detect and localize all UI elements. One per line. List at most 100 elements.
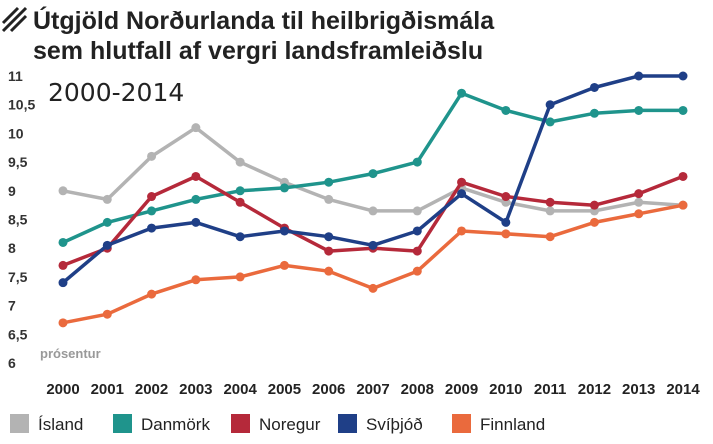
data-point [457, 226, 467, 236]
x-tick-label: 2009 [445, 381, 478, 398]
data-point [412, 206, 422, 216]
data-point [545, 206, 555, 216]
data-point [102, 217, 112, 227]
data-point [58, 260, 68, 270]
x-tick-label: 2012 [578, 381, 611, 398]
series-3 [58, 71, 688, 288]
x-tick-label: 2000 [46, 381, 79, 398]
data-point [589, 82, 599, 92]
series-layer [58, 71, 688, 328]
data-point [457, 189, 467, 199]
data-point [324, 232, 334, 242]
data-point [368, 240, 378, 250]
data-point [191, 171, 201, 181]
data-point [324, 194, 334, 204]
data-point [58, 186, 68, 196]
data-point [589, 217, 599, 227]
y-axis-label: prósentur [40, 346, 101, 361]
y-tick-label: 10,5 [8, 97, 35, 113]
data-point [102, 309, 112, 319]
data-point [545, 197, 555, 207]
data-point [324, 266, 334, 276]
data-point [457, 177, 467, 187]
data-point [235, 272, 245, 282]
data-point [279, 226, 289, 236]
data-point [324, 177, 334, 187]
data-point [634, 105, 644, 115]
data-point [147, 289, 157, 299]
data-point [589, 200, 599, 210]
data-point [501, 217, 511, 227]
data-point [589, 108, 599, 118]
y-tick-label: 11 [8, 68, 23, 84]
y-tick-label: 9,5 [8, 154, 28, 170]
legend-label: Ísland [38, 415, 83, 434]
data-point [235, 186, 245, 196]
legend-swatch [338, 414, 357, 433]
x-tick-label: 2008 [401, 381, 434, 398]
data-point [412, 226, 422, 236]
data-point [501, 229, 511, 239]
data-point [58, 278, 68, 288]
data-point [545, 232, 555, 242]
data-point [58, 237, 68, 247]
data-point [147, 206, 157, 216]
series-line [61, 91, 685, 245]
title-icon [1, 6, 28, 33]
x-tick-label: 2011 [534, 381, 567, 398]
data-point [368, 169, 378, 179]
data-point [102, 240, 112, 250]
x-tick-label: 2002 [135, 381, 168, 398]
legend-swatch [231, 414, 250, 433]
data-point [147, 151, 157, 161]
x-axis-ticks: 2000 2001 2002 2003 2004 2005 2006 2007 2008 2009… [46, 381, 700, 398]
chart-title-line2: sem hlutfall af vergri landsframleiðslu [33, 37, 483, 65]
legend-label: Finnland [480, 415, 545, 434]
series-4 [58, 200, 688, 328]
x-tick-label: 2001 [91, 381, 124, 398]
data-point [191, 217, 201, 227]
legend-label: Noregur [259, 415, 321, 434]
data-point [58, 318, 68, 328]
x-tick-label: 2003 [179, 381, 212, 398]
data-point [678, 71, 688, 81]
legend-swatch [10, 414, 29, 433]
data-point [678, 105, 688, 115]
data-point [191, 194, 201, 204]
x-tick-label: 2013 [622, 381, 655, 398]
data-point [457, 88, 467, 98]
data-point [501, 105, 511, 115]
data-point [634, 197, 644, 207]
data-point [279, 260, 289, 270]
x-tick-label: 2004 [223, 381, 257, 398]
x-tick-label: 2005 [268, 381, 301, 398]
data-point [368, 206, 378, 216]
x-tick-label: 2014 [666, 381, 700, 398]
legend-label: Svíþjóð [366, 415, 423, 434]
y-tick-label: 8,5 [8, 212, 28, 228]
data-point [678, 171, 688, 181]
data-point [412, 157, 422, 167]
y-tick-label: 6 [8, 355, 16, 371]
x-tick-label: 2007 [356, 381, 389, 398]
y-tick-label: 8 [8, 240, 16, 256]
data-point [191, 123, 201, 133]
chart-subtitle: 2000-2014 [48, 78, 184, 107]
x-tick-label: 2010 [489, 381, 522, 398]
y-tick-label: 10 [8, 125, 24, 141]
series-1 [58, 88, 688, 247]
data-point [545, 100, 555, 110]
data-point [678, 200, 688, 210]
data-point [368, 283, 378, 293]
data-point [235, 197, 245, 207]
y-tick-label: 9 [8, 183, 16, 199]
y-tick-label: 6,5 [8, 326, 28, 342]
data-point [634, 209, 644, 219]
data-point [634, 189, 644, 199]
data-point [501, 192, 511, 202]
y-tick-label: 7,5 [8, 269, 28, 285]
data-point [235, 232, 245, 242]
y-tick-label: 7 [8, 298, 16, 314]
data-point [102, 194, 112, 204]
